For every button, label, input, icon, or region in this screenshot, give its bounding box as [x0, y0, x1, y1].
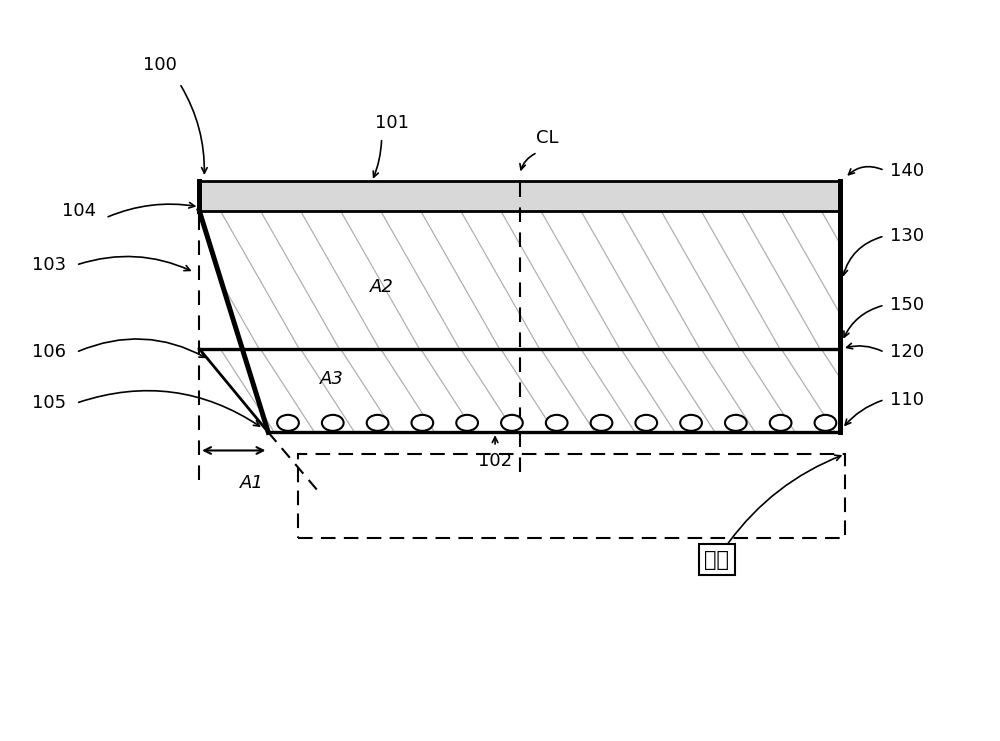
- Text: 100: 100: [143, 56, 177, 74]
- Polygon shape: [199, 182, 840, 210]
- Text: A1: A1: [240, 474, 263, 492]
- Text: 130: 130: [890, 227, 924, 245]
- Circle shape: [815, 415, 836, 431]
- Circle shape: [725, 415, 747, 431]
- Text: 105: 105: [32, 394, 66, 412]
- Text: 110: 110: [890, 391, 924, 408]
- Circle shape: [367, 415, 388, 431]
- Circle shape: [770, 415, 791, 431]
- Circle shape: [322, 415, 344, 431]
- Circle shape: [411, 415, 433, 431]
- Circle shape: [635, 415, 657, 431]
- Text: 140: 140: [890, 162, 924, 179]
- Text: A2: A2: [370, 278, 394, 296]
- Text: 101: 101: [375, 114, 409, 133]
- Circle shape: [680, 415, 702, 431]
- FancyBboxPatch shape: [298, 454, 845, 538]
- Circle shape: [546, 415, 568, 431]
- Text: 基座: 基座: [704, 550, 729, 570]
- Text: 120: 120: [890, 343, 924, 362]
- Circle shape: [591, 415, 612, 431]
- Text: A3: A3: [320, 370, 344, 388]
- Text: 104: 104: [62, 202, 96, 219]
- Text: 150: 150: [890, 296, 924, 314]
- Text: 102: 102: [478, 453, 512, 471]
- Circle shape: [277, 415, 299, 431]
- Text: 106: 106: [32, 343, 66, 362]
- Circle shape: [501, 415, 523, 431]
- Text: CL: CL: [536, 129, 559, 147]
- Circle shape: [456, 415, 478, 431]
- Text: 103: 103: [32, 256, 66, 274]
